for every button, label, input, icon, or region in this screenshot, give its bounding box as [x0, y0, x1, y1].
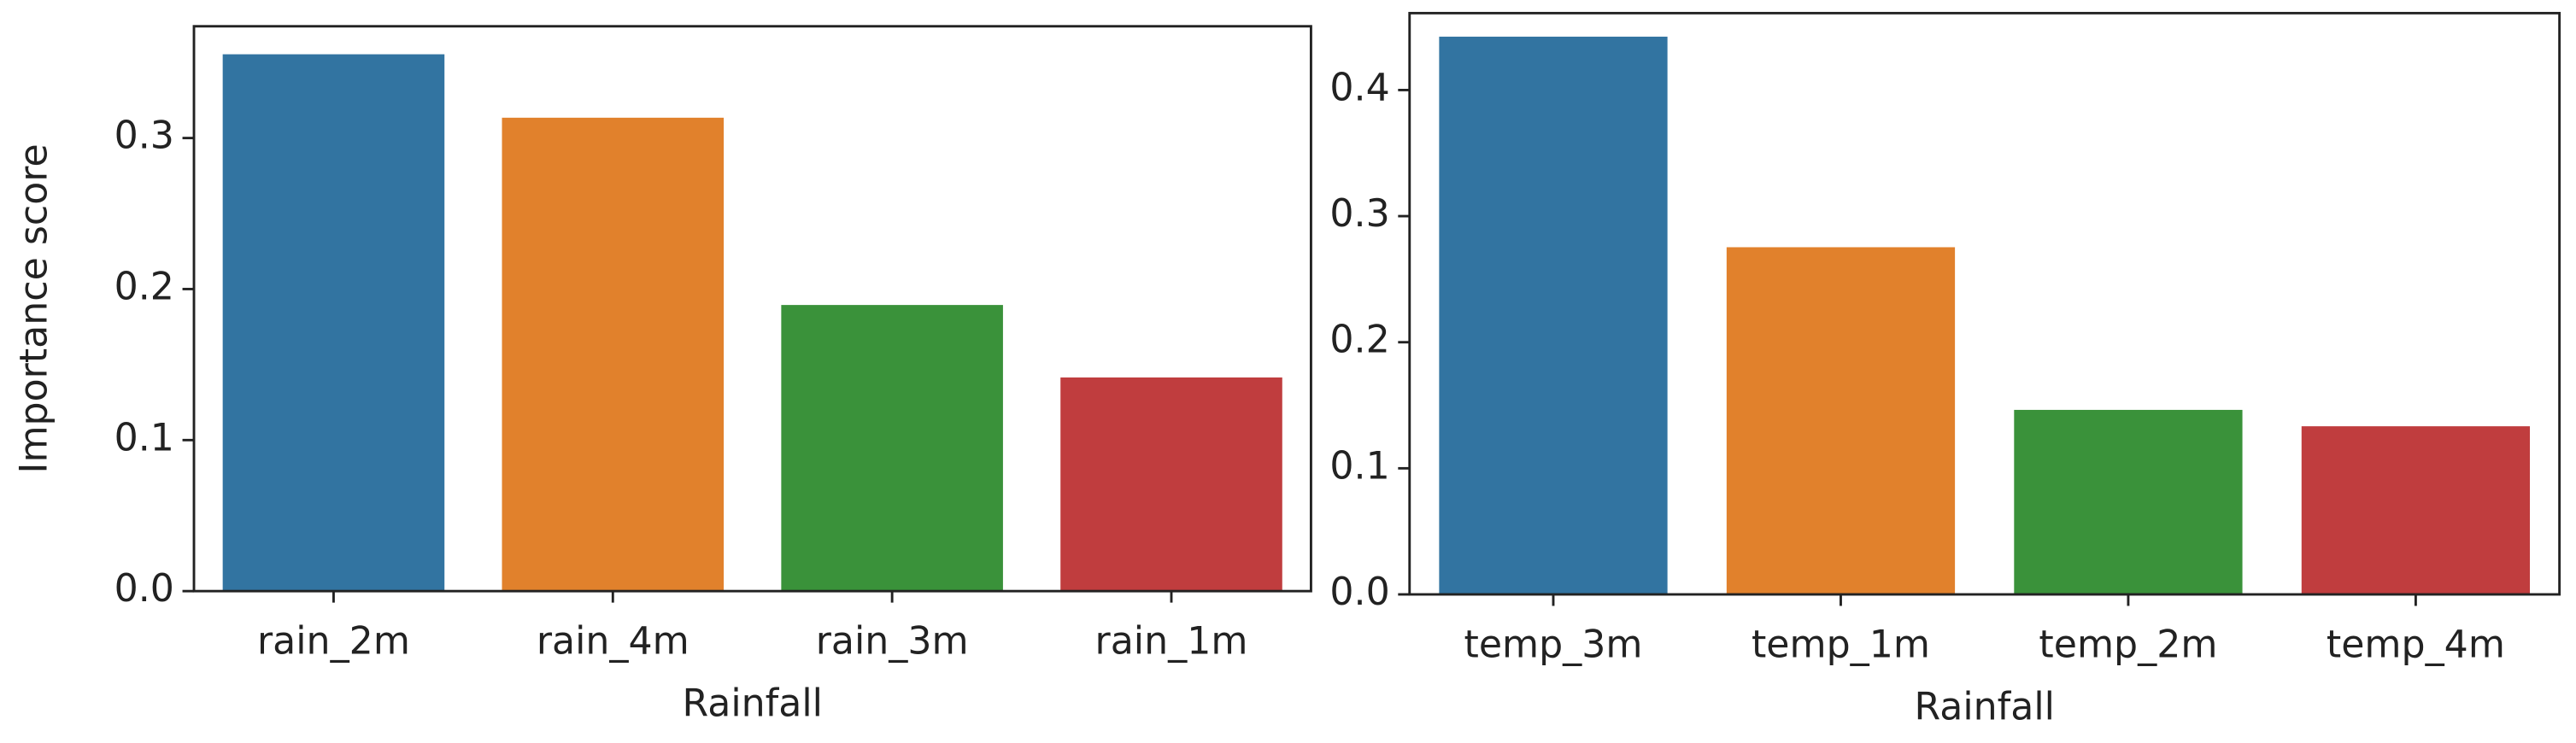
x-tick-label: rain_1m	[1095, 620, 1248, 664]
bar	[2299, 424, 2532, 595]
x-tick-label: temp_4m	[2327, 623, 2505, 667]
bar	[779, 303, 1005, 593]
bar	[220, 52, 447, 593]
axes-frame	[192, 25, 1312, 593]
x-tick-label: rain_3m	[816, 620, 969, 664]
x-tick-label: temp_1m	[1752, 623, 1930, 667]
y-tick-label: 0.3	[1329, 192, 1389, 236]
y-tick-label: 0.2	[114, 265, 174, 308]
x-axis-label: Rainfall	[683, 682, 823, 726]
y-tick-label: 0.1	[1329, 444, 1389, 488]
y-tick-label: 0.4	[1329, 66, 1389, 109]
bar	[1437, 34, 1669, 595]
y-tick-label: 0.0	[114, 567, 174, 611]
bar	[500, 115, 725, 593]
axes-frame	[1408, 11, 2561, 596]
bar	[1059, 376, 1284, 593]
x-tick-label: temp_3m	[1464, 623, 1643, 667]
x-tick-label: temp_2m	[2039, 623, 2217, 667]
y-tick-label: 0.3	[114, 114, 174, 158]
x-tick-label: rain_4m	[537, 620, 689, 664]
bar	[2012, 408, 2244, 595]
y-tick-label: 0.0	[1329, 570, 1389, 614]
y-tick-label: 0.1	[114, 416, 174, 459]
y-tick-label: 0.2	[1329, 319, 1389, 362]
bar	[1724, 245, 1957, 595]
x-axis-label: Rainfall	[1915, 686, 2055, 729]
y-axis-label: Importance score	[12, 143, 56, 473]
x-tick-label: rain_2m	[257, 620, 410, 664]
